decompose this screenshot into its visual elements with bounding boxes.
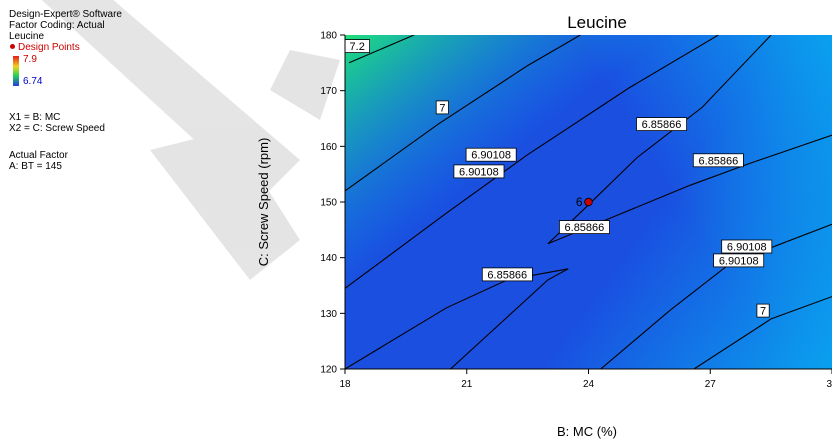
x-tick-label: 18: [339, 379, 351, 390]
contour-line: [345, 35, 581, 192]
y-tick-label: 150: [320, 198, 337, 209]
svg-text:6.85866: 6.85866: [487, 269, 527, 281]
svg-text:7: 7: [439, 102, 445, 114]
svg-text:7.2: 7.2: [350, 41, 365, 53]
contour-label: 7: [756, 303, 770, 318]
contour-label: 7.2: [345, 39, 371, 53]
svg-text:6.90108: 6.90108: [719, 255, 759, 267]
x-tick-label: 24: [583, 379, 595, 390]
y-tick-label: 140: [320, 253, 337, 264]
contour-label: 6.90108: [721, 239, 773, 254]
x-tick-label: 30: [826, 379, 832, 390]
y-tick-label: 120: [320, 365, 337, 376]
contour-label: 6.85866: [559, 220, 610, 234]
contour-line: [348, 35, 415, 64]
y-tick-label: 130: [320, 309, 337, 320]
contour-surface: 7.276.901086.901086.858666.858666.858666…: [345, 35, 832, 369]
contour-label: 6.90108: [713, 253, 765, 267]
svg-text:6.90108: 6.90108: [471, 150, 511, 162]
svg-text:6.90108: 6.90108: [727, 242, 767, 254]
svg-text:7: 7: [760, 306, 766, 318]
svg-text:6.85866: 6.85866: [699, 155, 739, 167]
contour-line: [600, 223, 832, 369]
actual-factor-title: Actual Factor: [9, 150, 68, 161]
contour-label: 6.85866: [636, 117, 687, 131]
legend-high-value: 7.9: [23, 54, 37, 65]
contour-label: 6.90108: [453, 164, 505, 178]
svg-text:6.85866: 6.85866: [565, 222, 605, 234]
design-point-icon: [10, 44, 15, 50]
actual-factor-info: Actual Factor A: BT = 145: [9, 150, 68, 172]
contour-line: [345, 268, 569, 369]
svg-text:6.90108: 6.90108: [459, 166, 499, 178]
design-point-count: 6: [576, 195, 583, 209]
legend-low-value: 6.74: [23, 76, 43, 87]
contour-line: [547, 35, 772, 245]
chart-title: Leucine: [567, 13, 627, 32]
y-tick-label: 180: [320, 31, 337, 42]
y-tick-label: 160: [320, 142, 337, 153]
contour-label: 6.90108: [465, 147, 517, 162]
x-tick-label: 27: [705, 379, 717, 390]
contour-line: [450, 268, 569, 369]
y-axis-label: C: Screw Speed (rpm): [256, 138, 271, 267]
contour-label: 6.85866: [481, 267, 533, 281]
x-tick-label: 21: [461, 379, 473, 390]
design-point: [584, 197, 593, 207]
y-tick-label: 170: [320, 86, 337, 97]
svg-text:6.85866: 6.85866: [642, 119, 682, 131]
x-axis-label: B: MC (%): [557, 424, 617, 439]
contour-line: [693, 296, 832, 369]
response-name: Leucine: [9, 31, 45, 42]
color-scale-bar: [13, 56, 19, 86]
color-legend: 7.9 6.74: [9, 54, 122, 88]
contour-line: [345, 35, 719, 289]
contour-label: 7: [435, 100, 449, 114]
actual-factor-value: A: BT = 145: [9, 161, 62, 172]
x1-label: X1 = B: MC: [9, 112, 61, 123]
contour-label: 6.85866: [692, 153, 744, 167]
